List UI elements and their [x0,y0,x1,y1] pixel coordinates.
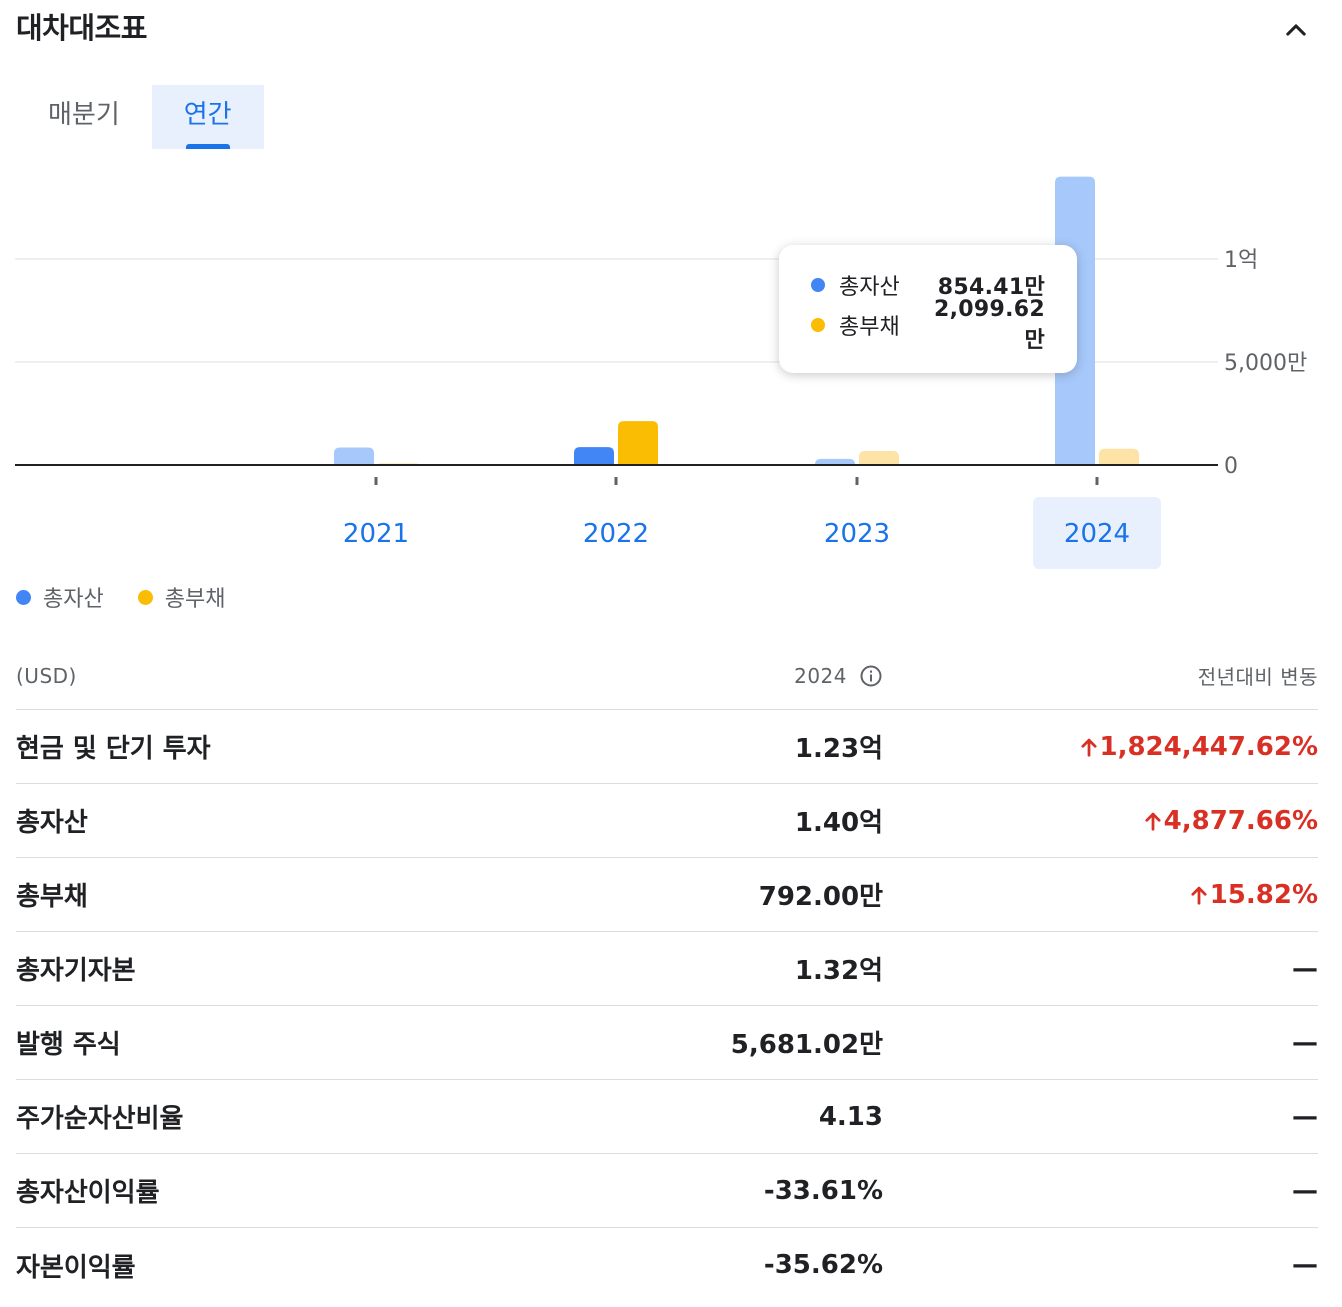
table-body: 현금 및 단기 투자 1.23억 1,824,447.62% 총자산 1.40억 4,87… [16,710,1318,1302]
legend-dot-yellow [137,589,153,605]
row-value: 4.13 [818,1101,883,1132]
tooltip-row-total-liabilities: 총부채 2,099.62만 [811,297,1045,353]
period-tabs: 매분기 연간 [16,85,264,149]
row-value: -35.62% [763,1250,883,1280]
table-row: 현금 및 단기 투자 1.23억 1,824,447.62% [16,710,1318,784]
tooltip-dot-blue [811,278,825,292]
row-label: 총자산 [16,808,88,838]
x-tick-label: 2022 [583,519,649,549]
chart-tooltip: 총자산 854.41만 총부채 2,099.62만 [779,245,1077,373]
tooltip-row-total-assets: 총자산 854.41만 [811,265,1045,305]
arrow-up-icon [1145,812,1161,831]
tooltip-label: 총부채 [839,315,900,340]
tooltip-label: 총자산 [839,275,900,300]
legend-label: 총부채 [164,587,226,612]
y-tick-label: 0 [1224,454,1238,479]
change-value: 4,877.66% [1163,805,1318,836]
row-value: 5,681.02만 [730,1030,883,1060]
change-value: — [1292,1175,1318,1206]
bar-total-liabilities [1099,448,1139,465]
row-value: 1.32억 [794,956,883,986]
balance-sheet-chart: 0 5,000만 1억 2021 2022 2023 2024 [15,176,1307,569]
table-row: 총자산 1.40억 4,877.66% [16,784,1318,858]
chevron-up-icon[interactable] [1282,16,1310,44]
row-label: 총자기자본 [16,956,136,986]
row-label: 총자산이익률 [16,1178,160,1208]
row-change: — [883,1250,1318,1280]
x-tick-label: 2023 [824,519,890,549]
bar-total-assets [574,447,614,465]
row-change: 4,877.66% [883,806,1318,836]
year-header: 2024 [583,664,883,688]
info-icon[interactable] [859,664,883,688]
arrow-up-icon [1080,738,1097,757]
row-change: — [883,1176,1318,1206]
selected-year-highlight [1033,497,1161,569]
tooltip-value: 2,099.62만 [934,296,1045,353]
row-label: 발행 주식 [16,1030,121,1060]
change-value: — [1292,953,1318,984]
balance-sheet-table: (USD) 2024 전년대비 변동 현금 및 단기 투자 1.23억 1,824,… [16,642,1318,1302]
currency-label: (USD) [16,663,77,688]
table-row: 주가순자산비율 4.13 — [16,1080,1318,1154]
y-tick-label: 1억 [1224,248,1258,273]
row-label: 현금 및 단기 투자 [16,734,211,764]
legend-dot-blue [16,589,31,605]
y-tick-label: 5,000만 [1224,351,1307,376]
table-row: 총자기자본 1.32억 — [16,932,1318,1006]
bar-total-assets [815,458,855,465]
row-change: 15.82% [883,880,1318,910]
bar-total-liabilities [859,450,899,465]
table-row: 자본이익률 -35.62% — [16,1228,1318,1302]
change-value: 1,824,447.62% [1099,731,1319,762]
row-label: 자본이익률 [16,1252,136,1283]
x-tick-label: 2021 [343,519,409,549]
legend-item-total-assets: 총자산 [16,581,104,613]
row-value: 1.23억 [794,734,883,764]
row-value: -33.61% [763,1175,883,1206]
year-label: 2024 [794,663,847,688]
legend-item-total-liabilities: 총부채 [137,581,226,613]
balance-sheet-header: 대차대조표 [16,8,1326,48]
arrow-up-icon [1191,886,1207,905]
table-header: (USD) 2024 전년대비 변동 [16,642,1318,710]
tooltip-dot-yellow [811,318,825,332]
tab-annual[interactable]: 연간 [151,85,264,149]
row-change: 1,824,447.62% [883,732,1318,762]
chart-legend: 총자산 총부채 [16,580,259,614]
row-change: — [883,1028,1318,1058]
row-change: — [883,1102,1318,1132]
change-value: — [1292,1027,1318,1058]
change-value: — [1292,1250,1318,1280]
row-value: 792.00만 [758,882,883,912]
section-title: 대차대조표 [16,11,147,45]
row-value: 1.40억 [794,808,883,838]
row-label: 총부채 [16,882,88,912]
table-row: 총자산이익률 -33.61% — [16,1154,1318,1228]
table-row: 발행 주식 5,681.02만 — [16,1006,1318,1080]
change-value: 15.82% [1209,879,1318,910]
x-tick-label: 2024 [1064,519,1130,549]
change-value: — [1292,1101,1318,1132]
row-change: — [883,954,1318,984]
bar-total-assets [334,447,374,465]
legend-label: 총자산 [43,587,104,612]
change-header: 전년대비 변동 [1197,665,1318,689]
tooltip-value: 854.41만 [937,275,1045,300]
bar-total-liabilities [618,421,658,465]
tab-quarterly[interactable]: 매분기 [48,100,120,130]
table-row: 총부채 792.00만 15.82% [16,858,1318,932]
row-label: 주가순자산비율 [16,1104,184,1134]
